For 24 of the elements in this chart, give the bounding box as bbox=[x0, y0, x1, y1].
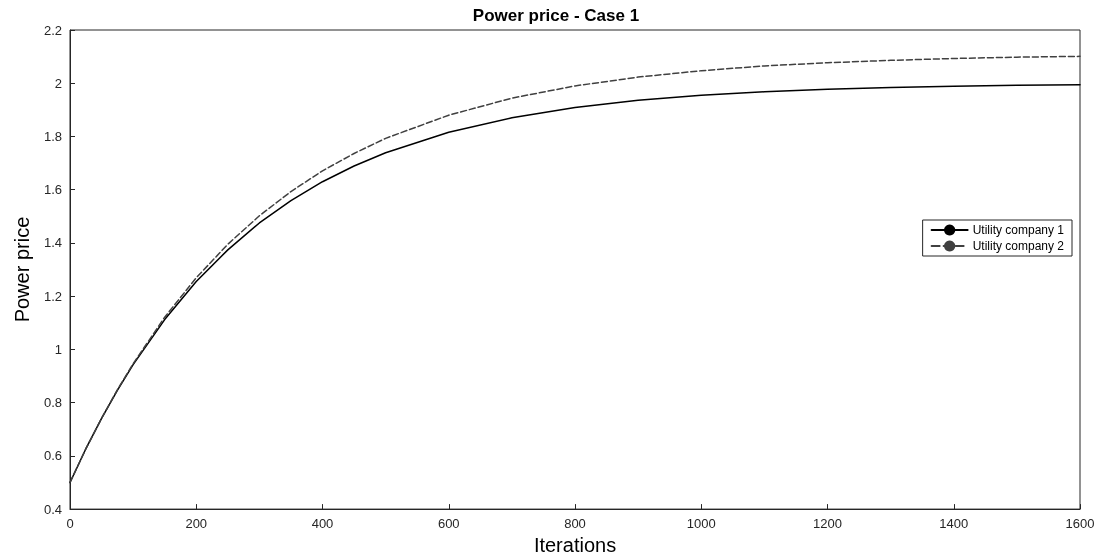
x-tick-label: 200 bbox=[185, 516, 208, 532]
x-tick-label: 400 bbox=[311, 516, 334, 532]
y-tick-label: 0.6 bbox=[43, 448, 62, 464]
x-tick-label: 1000 bbox=[686, 516, 716, 532]
y-tick-label: 1.6 bbox=[43, 182, 62, 198]
y-tick-label: 2 bbox=[54, 75, 62, 91]
y-axis-title: Power price bbox=[11, 216, 33, 323]
y-tick-label: 1.4 bbox=[43, 235, 62, 251]
x-tick-label: 800 bbox=[564, 516, 586, 532]
y-tick-label: 1.2 bbox=[43, 288, 62, 304]
x-tick-label: 600 bbox=[437, 516, 460, 532]
legend-label: Utility company 2 bbox=[972, 239, 1065, 253]
y-tick-label: 2.2 bbox=[43, 22, 62, 38]
x-tick-label: 1400 bbox=[939, 516, 969, 532]
y-tick-label: 1.8 bbox=[43, 128, 62, 144]
x-tick-label: 1200 bbox=[813, 516, 842, 532]
chart-title: Power price - Case 1 bbox=[472, 6, 640, 25]
x-tick-label: 0 bbox=[66, 516, 74, 532]
x-axis-title: Iterations bbox=[533, 534, 617, 556]
y-tick-label: 0.4 bbox=[43, 501, 62, 517]
y-tick-label: 1 bbox=[54, 341, 62, 357]
legend-label: Utility company 1 bbox=[972, 223, 1065, 237]
x-tick-label: 1600 bbox=[1065, 516, 1095, 532]
y-tick-label: 0.8 bbox=[43, 395, 62, 411]
